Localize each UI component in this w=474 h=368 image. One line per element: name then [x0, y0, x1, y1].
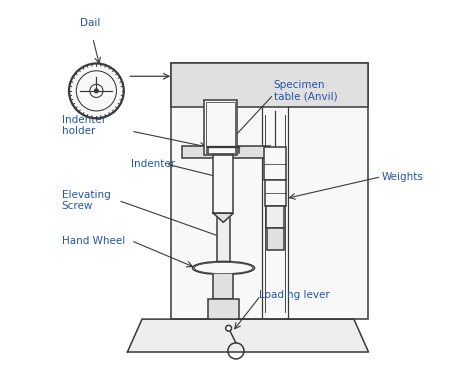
- Text: Weights: Weights: [381, 172, 423, 182]
- Text: Loading lever: Loading lever: [259, 290, 329, 300]
- Text: Hand Wheel: Hand Wheel: [62, 236, 125, 245]
- Text: Dail: Dail: [80, 18, 100, 28]
- Ellipse shape: [194, 262, 253, 274]
- Circle shape: [76, 71, 117, 111]
- Bar: [171, 63, 368, 319]
- Text: Indenter: Indenter: [131, 159, 175, 169]
- Text: Specimen
table (Anvil): Specimen table (Anvil): [273, 80, 337, 102]
- Circle shape: [90, 84, 103, 98]
- Bar: [182, 146, 270, 159]
- Polygon shape: [213, 213, 233, 222]
- Bar: [217, 213, 230, 268]
- Bar: [213, 155, 233, 213]
- Text: Indenter
holder: Indenter holder: [62, 115, 106, 137]
- Ellipse shape: [192, 261, 255, 275]
- Circle shape: [94, 88, 99, 93]
- Bar: [266, 206, 284, 228]
- Bar: [267, 228, 284, 250]
- Bar: [171, 63, 368, 107]
- Bar: [208, 299, 239, 319]
- Bar: [213, 268, 233, 299]
- Bar: [264, 148, 286, 180]
- Polygon shape: [128, 319, 368, 352]
- Text: Elevating
Screw: Elevating Screw: [62, 190, 110, 211]
- Circle shape: [69, 63, 124, 118]
- Bar: [265, 180, 285, 206]
- Bar: [206, 102, 235, 153]
- Bar: [204, 100, 237, 155]
- Circle shape: [226, 325, 231, 331]
